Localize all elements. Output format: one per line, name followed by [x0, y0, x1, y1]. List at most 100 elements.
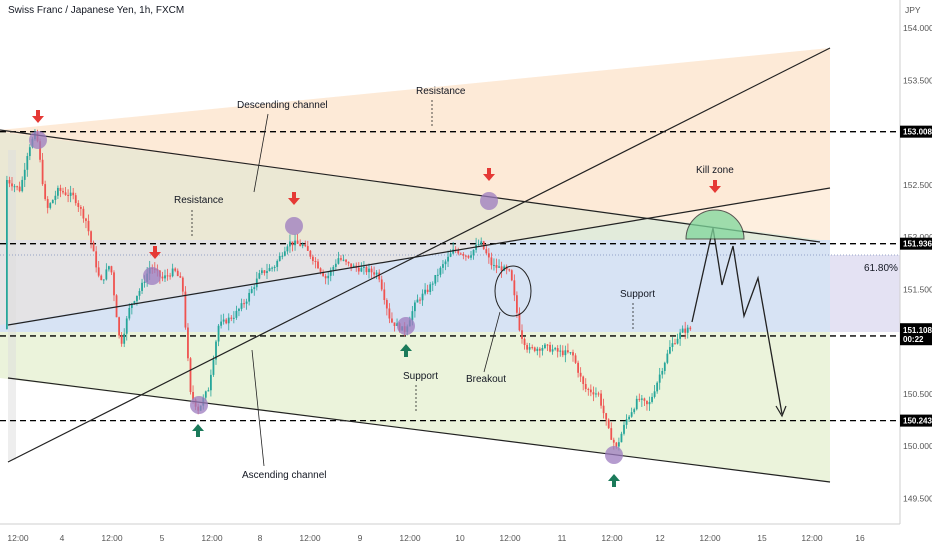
- candle-body-22: [62, 190, 64, 193]
- chart-title: Swiss Franc / Japanese Yen, 1h, FXCM: [8, 5, 185, 16]
- candle-body-34: [92, 242, 95, 252]
- candle-body-144: [373, 272, 375, 275]
- candle-body-237: [610, 428, 613, 440]
- candle-body-105: [273, 266, 276, 268]
- candle-body-139: [360, 267, 363, 272]
- candle-body-50: [133, 301, 136, 304]
- candle-body-248: [638, 398, 641, 400]
- candle-body-240: [618, 442, 620, 447]
- candle-body-21: [59, 187, 62, 191]
- candle-body-247: [635, 398, 638, 410]
- candle-body-249: [640, 398, 643, 400]
- candle-body-171: [442, 264, 444, 268]
- candle-body-132: [342, 259, 345, 261]
- candle-body-103: [268, 268, 271, 272]
- candle-body-216: [556, 348, 559, 352]
- candle-body-64: [169, 275, 171, 277]
- annotation-resistance-left: Resistance: [174, 195, 224, 206]
- candle-body-88: [230, 317, 233, 319]
- green-up-arrow-0: [192, 424, 204, 437]
- candle-body-146: [378, 272, 381, 280]
- candle-body-140: [363, 266, 365, 268]
- candle-body-127: [329, 270, 332, 276]
- candle-body-258: [663, 362, 666, 371]
- touch-point-circle-3: [397, 317, 415, 335]
- level-tag-3: 150.243: [903, 417, 932, 426]
- candle-body-213: [549, 344, 551, 352]
- x-tick-3: 5: [160, 533, 165, 543]
- candle-body-173: [447, 256, 449, 262]
- candle-body-143: [370, 268, 373, 273]
- candle-body-6: [21, 179, 24, 192]
- touch-point-circle-4: [190, 396, 208, 414]
- candle-body-91: [238, 308, 240, 311]
- candle-body-226: [582, 376, 585, 385]
- candle-body-259: [666, 353, 669, 363]
- candle-body-114: [296, 240, 299, 244]
- red-down-arrow-0: [32, 110, 44, 123]
- candle-body-225: [579, 372, 582, 377]
- candle-body-264: [679, 332, 681, 339]
- green-up-arrow-1: [400, 344, 412, 357]
- price-axis: JPY149.500150.000150.500151.000151.50015…: [899, 0, 932, 550]
- candle-body-9: [28, 147, 31, 157]
- candle-body-251: [646, 400, 648, 405]
- candle-body-168: [434, 275, 437, 284]
- candle-body-66: [174, 268, 177, 271]
- candle-body-128: [332, 266, 335, 271]
- candle-body-267: [686, 327, 689, 333]
- candle-body-242: [623, 424, 625, 434]
- kill-zone-dome: [685, 209, 745, 240]
- candle-body-4: [16, 186, 18, 188]
- candle-body-99: [258, 273, 261, 279]
- candle-body-63: [166, 275, 169, 277]
- x-tick-13: 12: [655, 533, 665, 543]
- candle-body-186: [480, 241, 483, 245]
- candle-body-102: [266, 271, 268, 274]
- candle-body-35: [95, 251, 98, 268]
- candle-body-118: [306, 246, 309, 251]
- touch-point-circle-2: [285, 217, 303, 235]
- x-tick-5: 8: [258, 533, 263, 543]
- candle-body-1: [8, 179, 11, 184]
- candle-body-67: [176, 270, 179, 277]
- candle-body-236: [607, 419, 610, 429]
- candle-body-61: [161, 276, 164, 279]
- candle-body-198: [510, 270, 513, 281]
- background-layer: [0, 48, 900, 482]
- fib-label: 61.80%: [864, 263, 898, 274]
- candle-body-54: [143, 281, 146, 283]
- candle-body-93: [243, 303, 245, 305]
- x-tick-14: 12:00: [699, 533, 721, 543]
- candle-body-149: [385, 300, 388, 309]
- candle-body-262: [674, 343, 676, 345]
- candle-body-15: [44, 184, 47, 200]
- candle-body-200: [516, 295, 518, 313]
- candle-body-49: [130, 303, 133, 308]
- candle-body-254: [653, 391, 656, 397]
- candle-body-101: [263, 270, 266, 274]
- candle-body-202: [521, 330, 523, 339]
- left-edge-shade: [8, 150, 16, 460]
- candle-body-208: [536, 348, 539, 351]
- candle-body-92: [240, 303, 243, 309]
- touch-point-circle-1: [143, 267, 161, 285]
- candle-body-241: [620, 433, 623, 443]
- y-tick-8: 153.500: [903, 75, 932, 85]
- candle-body-147: [380, 279, 383, 290]
- candle-body-164: [424, 289, 426, 294]
- candle-body-136: [352, 265, 355, 268]
- candle-body-145: [375, 272, 378, 275]
- candle-body-89: [232, 317, 235, 319]
- candle-body-120: [312, 256, 314, 262]
- red-down-arrow-2: [288, 192, 300, 205]
- candle-body-96: [250, 289, 253, 293]
- candle-body-169: [436, 274, 439, 276]
- green-up-arrow-2: [608, 474, 620, 487]
- candle-body-19: [54, 195, 57, 200]
- current-price-countdown: 00:22: [903, 335, 924, 344]
- x-tick-0: 12:00: [7, 533, 29, 543]
- level-tag-bg-0: [900, 125, 932, 138]
- candle-body-129: [334, 263, 337, 267]
- candle-body-197: [508, 269, 511, 271]
